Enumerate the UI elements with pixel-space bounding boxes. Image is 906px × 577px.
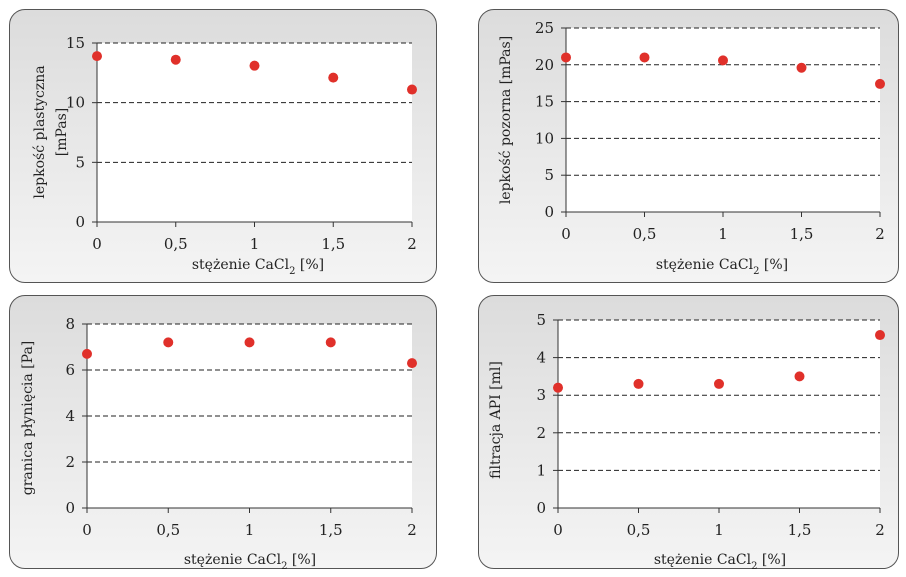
c1-data-point	[718, 55, 728, 66]
c2-y-tick-label: 4	[65, 407, 75, 425]
c2-data-point	[244, 337, 255, 348]
c1-x-tick-label: 0,5	[633, 225, 657, 243]
c2-y-tick-label: 0	[65, 499, 75, 517]
c3-y-tick-label: 3	[536, 386, 546, 404]
c0-y-axis-label: [mPas]	[54, 108, 70, 157]
c2-x-tick-label: 0,5	[156, 521, 180, 539]
c2-data-point	[82, 348, 92, 359]
c2-y-tick-label: 8	[65, 315, 75, 333]
c0-x-tick-label: 1,5	[321, 235, 345, 253]
c0-y-axis-label: lepkość plastyczna	[32, 65, 48, 198]
c1-y-tick-label: 10	[535, 129, 554, 147]
c3-x-tick-label: 0	[553, 521, 563, 539]
c0-x-tick-label: 0,5	[164, 235, 188, 253]
c0-y-tick-label: 15	[66, 34, 85, 52]
c1-data-point	[639, 52, 650, 63]
c2-y-tick-label: 6	[65, 361, 75, 379]
c3-x-tick-label: 1	[714, 521, 724, 539]
c1-x-tick-label: 1	[718, 225, 728, 243]
c1-x-axis-label: stężenie CaCl2 [%]	[656, 257, 788, 277]
c2-x-tick-label: 1,5	[319, 521, 343, 539]
c0-y-tick-label: 0	[75, 213, 85, 231]
c1-y-tick-label: 15	[535, 93, 554, 111]
c1-y-tick-label: 25	[535, 19, 554, 37]
c3-x-tick-label: 2	[875, 521, 885, 539]
c3-data-point	[714, 378, 724, 389]
c2-data-point	[325, 337, 336, 348]
c0-data-point	[92, 51, 102, 62]
c3-y-tick-label: 0	[536, 499, 546, 517]
c3-y-tick-label: 2	[536, 424, 546, 442]
c3-y-tick-label: 5	[536, 311, 546, 329]
c0-data-point	[249, 60, 260, 71]
c2-x-tick-label: 2	[407, 521, 417, 539]
c3-data-point	[553, 382, 563, 393]
c0-plot-area	[97, 43, 412, 222]
c1-x-tick-label: 2	[875, 225, 885, 243]
c0-x-tick-label: 0	[92, 235, 102, 253]
c3-x-tick-label: 1,5	[788, 521, 812, 539]
c1-y-tick-label: 20	[535, 56, 554, 74]
c0-data-point	[407, 84, 417, 95]
c2-y-tick-label: 2	[65, 453, 75, 471]
c1-x-tick-label: 1,5	[790, 225, 814, 243]
c3-x-axis-label: stężenie CaCl2 [%]	[654, 552, 786, 572]
c1-y-tick-label: 0	[544, 203, 554, 221]
c3-y-axis-label: filtracja API [ml]	[488, 361, 504, 479]
c2-x-axis-label: stężenie CaCl2 [%]	[184, 552, 316, 572]
c0-x-tick-label: 2	[407, 235, 417, 253]
c2-y-axis-label: granica płynięcia [Pa]	[20, 341, 36, 496]
c1-data-point	[875, 78, 885, 89]
c3-y-tick-label: 1	[536, 461, 546, 479]
c1-data-point	[561, 52, 571, 63]
c2-data-point	[163, 337, 174, 348]
c1-x-tick-label: 0	[561, 225, 571, 243]
c0-data-point	[328, 72, 339, 83]
c3-x-tick-label: 0,5	[627, 521, 651, 539]
c2-x-tick-label: 0	[82, 521, 92, 539]
c3-data-point	[875, 330, 885, 341]
c1-y-tick-label: 5	[544, 166, 554, 184]
c1-data-point	[796, 62, 807, 73]
c2-data-point	[407, 358, 417, 369]
c0-x-axis-label: stężenie CaCl2 [%]	[192, 257, 324, 277]
c3-data-point	[794, 371, 805, 382]
c3-data-point	[633, 378, 644, 389]
c2-x-tick-label: 1	[245, 521, 255, 539]
c3-plot-area	[558, 320, 880, 508]
c0-data-point	[170, 54, 181, 65]
c0-y-tick-label: 10	[66, 94, 85, 112]
c0-x-tick-label: 1	[250, 235, 260, 253]
c1-y-axis-label: lepkość pozorna [mPas]	[498, 36, 514, 204]
c3-y-tick-label: 4	[536, 349, 546, 367]
c0-y-tick-label: 5	[75, 153, 85, 171]
